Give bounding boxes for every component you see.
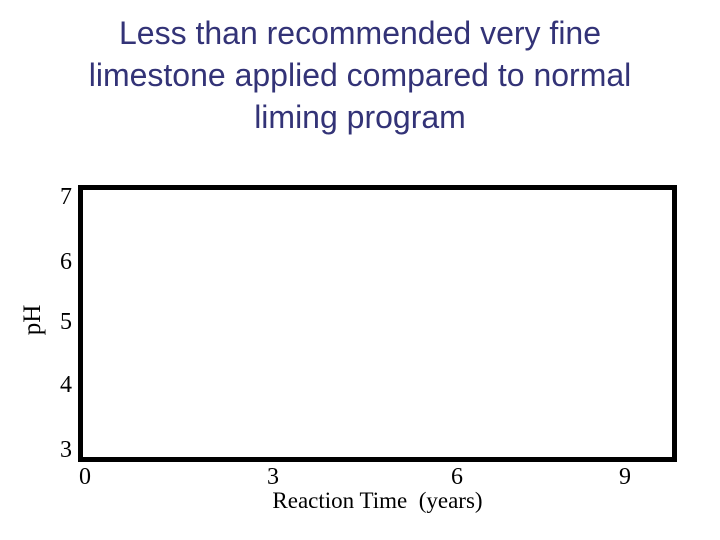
y-tick-label-5: 5 bbox=[60, 309, 72, 335]
y-tick-label-3: 3 bbox=[60, 437, 72, 463]
chart-title-line-2: limestone applied compared to normal bbox=[88, 57, 632, 93]
y-tick-label-7: 7 bbox=[60, 184, 72, 210]
x-tick-label-9: 9 bbox=[619, 464, 631, 490]
y-tick-label-6: 6 bbox=[60, 249, 72, 275]
x-tick-label-3: 3 bbox=[267, 464, 279, 490]
y-tick-label-4: 4 bbox=[60, 372, 72, 398]
chart-title: Less than recommended very fine limeston… bbox=[0, 12, 720, 138]
x-tick-label-6: 6 bbox=[451, 464, 463, 490]
plot-area bbox=[78, 185, 677, 462]
chart-title-line-3: liming program bbox=[254, 99, 466, 135]
x-tick-label-0: 0 bbox=[79, 464, 91, 490]
y-axis-label: pH bbox=[19, 304, 46, 336]
chart-title-line-1: Less than recommended very fine bbox=[118, 15, 602, 51]
x-axis-label: Reaction Time (years) bbox=[272, 488, 483, 513]
